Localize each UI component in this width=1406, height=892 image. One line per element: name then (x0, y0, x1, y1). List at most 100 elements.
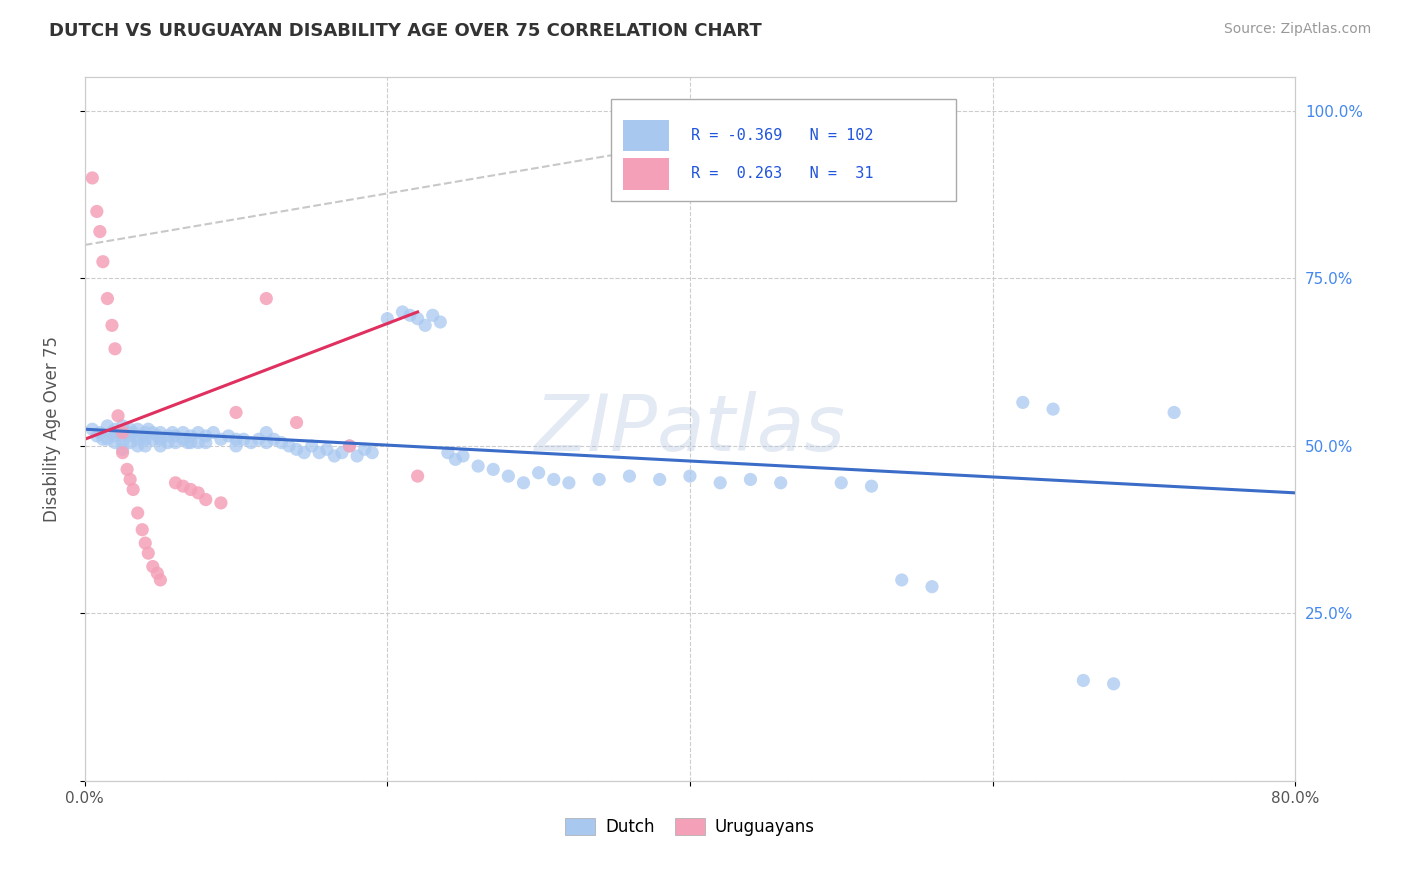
FancyBboxPatch shape (623, 120, 669, 152)
Point (104, 435, 127, 450)
Point (429, 315, 451, 329)
Point (619, 469, 641, 483)
Point (89, 425, 111, 440)
Point (254, 425, 277, 440)
Point (406, 311, 429, 326)
Text: ZIPatlas: ZIPatlas (534, 392, 845, 467)
Point (187, 425, 209, 440)
Point (131, 523, 153, 537)
Point (149, 432, 172, 446)
Point (225, 432, 247, 446)
Point (498, 469, 520, 483)
Point (240, 435, 263, 450)
Point (315, 442, 337, 457)
Point (104, 429, 127, 443)
Point (399, 308, 422, 322)
Point (1011, 395, 1033, 409)
Point (146, 429, 169, 443)
Point (648, 473, 671, 487)
Point (82, 170, 104, 185)
Point (413, 318, 436, 333)
Point (101, 425, 124, 440)
Point (111, 429, 134, 443)
Point (263, 432, 285, 446)
Point (451, 449, 474, 463)
Point (180, 435, 202, 450)
Point (339, 439, 361, 453)
Point (323, 449, 346, 463)
Point (740, 473, 762, 487)
Text: R =  0.263   N =  31: R = 0.263 N = 31 (692, 166, 873, 181)
Point (115, 425, 138, 440)
Point (187, 435, 209, 450)
Point (146, 566, 169, 581)
Point (127, 432, 149, 446)
Point (127, 439, 149, 453)
Point (890, 573, 912, 587)
Point (104, 422, 127, 436)
Point (120, 429, 142, 443)
Point (588, 473, 610, 487)
Point (194, 435, 217, 450)
Point (96, 418, 118, 433)
Point (209, 432, 232, 446)
Point (285, 416, 308, 430)
Point (149, 573, 172, 587)
Point (209, 496, 232, 510)
Point (769, 475, 792, 490)
Point (172, 425, 194, 440)
Point (278, 439, 301, 453)
Point (156, 429, 179, 443)
Point (921, 580, 943, 594)
Y-axis label: Disability Age Over 75: Disability Age Over 75 (44, 336, 60, 522)
Point (232, 432, 254, 446)
Point (134, 432, 156, 446)
Point (156, 435, 179, 450)
Point (254, 292, 277, 306)
Point (375, 311, 398, 326)
Point (437, 445, 460, 459)
Point (709, 475, 731, 490)
Point (107, 425, 129, 440)
Point (225, 405, 247, 419)
Point (91, 432, 114, 446)
Point (96, 292, 118, 306)
Point (217, 429, 239, 443)
Point (270, 435, 292, 450)
Point (247, 432, 270, 446)
Point (111, 435, 134, 450)
Point (860, 479, 883, 493)
Text: R = -0.369   N = 102: R = -0.369 N = 102 (692, 128, 873, 143)
Point (142, 559, 165, 574)
Point (172, 432, 194, 446)
Point (165, 435, 187, 450)
Point (180, 429, 202, 443)
Point (107, 409, 129, 423)
Point (165, 429, 187, 443)
Point (122, 483, 145, 497)
Point (86, 204, 108, 219)
Point (543, 473, 565, 487)
FancyBboxPatch shape (612, 98, 956, 201)
Point (194, 429, 217, 443)
Point (308, 445, 330, 459)
Point (104, 342, 127, 356)
Point (361, 445, 384, 459)
Point (134, 439, 156, 453)
Point (187, 486, 209, 500)
Point (136, 546, 159, 560)
Point (142, 425, 165, 440)
Point (482, 462, 505, 476)
Point (96, 432, 118, 446)
Point (225, 439, 247, 453)
Point (89, 225, 111, 239)
Point (136, 422, 159, 436)
Point (180, 483, 202, 497)
Point (1073, 673, 1095, 688)
Point (101, 318, 124, 333)
Point (512, 475, 534, 490)
Point (176, 435, 198, 450)
Point (82, 422, 104, 436)
Point (127, 506, 149, 520)
Point (111, 445, 134, 459)
